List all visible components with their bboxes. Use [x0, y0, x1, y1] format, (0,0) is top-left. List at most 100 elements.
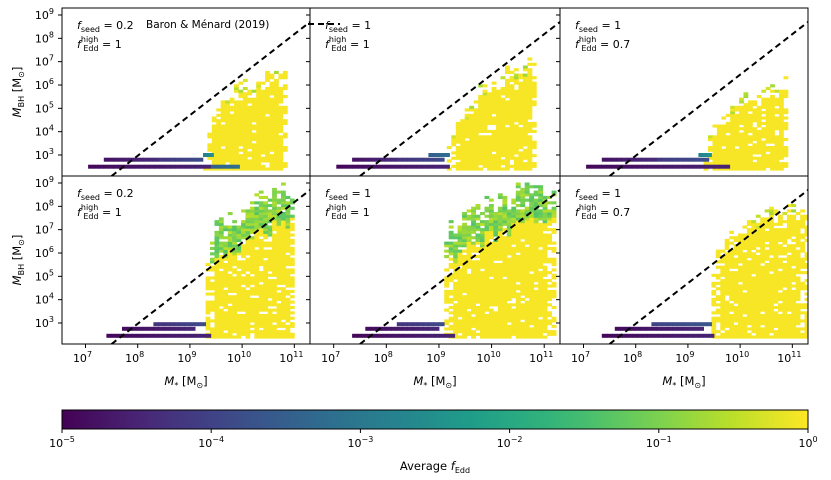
heatmap-cell: [256, 164, 261, 168]
heatmap-cell: [783, 76, 789, 80]
label-unit: [M: [676, 374, 694, 388]
heatmap-cell: [247, 89, 253, 93]
heatmap-cell: [770, 89, 775, 93]
heatmap-cell: [755, 276, 761, 280]
heatmap-cell: [457, 281, 463, 285]
heatmap-cell: [242, 87, 248, 91]
heatmap-cell: [478, 127, 484, 131]
heatmap-cell: [782, 327, 788, 331]
heatmap-cell: [493, 292, 499, 296]
heatmap-cell: [518, 119, 524, 123]
stripe-cell: [123, 157, 130, 162]
heatmap-cell: [491, 108, 497, 112]
heatmap-cell: [742, 273, 748, 277]
heatmap-cell: [218, 263, 224, 267]
annotation-value: = 0.7: [597, 38, 631, 51]
heatmap-cell: [778, 252, 783, 256]
heatmap-cell: [506, 212, 512, 216]
heatmap-cell: [518, 95, 524, 99]
heatmap-cell: [464, 167, 470, 171]
heatmap-cell: [765, 159, 771, 163]
heatmap-cell: [497, 220, 503, 224]
heatmap-cell: [791, 306, 797, 310]
heatmap-cell: [241, 303, 246, 307]
heatmap-cell: [247, 108, 253, 112]
heatmap-cell: [764, 236, 770, 240]
heatmap-cell: [739, 113, 744, 117]
heatmap-cell: [469, 143, 475, 147]
tick-sup: 10: [241, 350, 251, 359]
heatmap-cell: [444, 255, 450, 259]
heatmap-cell: [493, 255, 499, 259]
heatmap-cell: [496, 148, 501, 152]
tick-sup: 11: [293, 350, 303, 359]
heatmap-cell: [232, 300, 237, 304]
stripe-cell: [439, 333, 445, 338]
heatmap-cell: [258, 263, 264, 267]
heatmap-cell: [743, 148, 749, 152]
heatmap-cell: [711, 292, 717, 296]
heatmap-cell: [505, 138, 510, 142]
heatmap-cell: [218, 241, 224, 245]
heatmap-cell: [205, 284, 211, 288]
heatmap-cell: [482, 113, 488, 117]
heatmap-cell: [500, 140, 506, 144]
heatmap-cell: [247, 164, 253, 168]
heatmap-cell: [786, 319, 792, 323]
stripe-cell: [438, 322, 445, 327]
heatmap-cell: [210, 308, 215, 312]
heatmap-cell: [493, 268, 499, 272]
heatmap-cell: [245, 289, 251, 293]
heatmap-cell: [265, 159, 270, 163]
heatmap-cell: [488, 287, 494, 291]
heatmap-cell: [274, 164, 279, 168]
y-tick-label: 108: [35, 198, 54, 213]
heatmap-cell: [278, 140, 284, 144]
heatmap-cell: [278, 135, 284, 139]
heatmap-cell: [496, 140, 501, 144]
heatmap-cell: [783, 164, 789, 168]
heatmap-cell: [272, 284, 277, 288]
heatmap-cell: [497, 314, 503, 318]
heatmap-cell: [730, 135, 735, 139]
stripe-cell: [689, 322, 696, 327]
heatmap-cell: [769, 252, 774, 256]
heatmap-cell: [515, 330, 521, 334]
heatmap-cell: [729, 284, 734, 288]
heatmap-cell: [742, 316, 748, 320]
stripe-cell: [438, 153, 445, 157]
heatmap-cell: [256, 156, 261, 160]
heatmap-cell: [245, 330, 251, 334]
heatmap-cell: [500, 146, 506, 150]
heatmap-cell: [729, 289, 734, 293]
heatmap-cell: [804, 279, 808, 283]
heatmap-cell: [236, 260, 242, 264]
heatmap-cell: [276, 292, 282, 296]
heatmap-cell: [493, 228, 499, 232]
heatmap-cell: [800, 265, 805, 269]
heatmap-cell: [742, 292, 748, 296]
heatmap-cell: [520, 327, 526, 331]
heatmap-cell: [444, 308, 450, 312]
heatmap-cell: [484, 300, 490, 304]
heatmap-cell: [234, 113, 239, 117]
heatmap-cell: [511, 303, 517, 307]
heatmap-cell: [484, 238, 490, 242]
panel-top-left: [88, 21, 310, 176]
heatmap-cell: [786, 268, 792, 272]
heatmap-cell: [531, 89, 537, 93]
heatmap-cell: [533, 268, 539, 272]
heatmap-cell: [760, 306, 765, 310]
heatmap-cell: [218, 297, 224, 301]
heatmap-cell: [487, 121, 492, 125]
heatmap-cell: [527, 121, 533, 125]
heatmap-cell: [254, 228, 260, 232]
heatmap-cell: [205, 276, 211, 280]
heatmap-cell: [263, 241, 269, 245]
heatmap-cell: [475, 322, 481, 326]
heatmap-cell: [289, 306, 295, 310]
heatmap-cell: [791, 249, 797, 253]
heatmap-cell: [466, 241, 472, 245]
heatmap-cell: [285, 324, 291, 328]
stripe-cell: [368, 157, 375, 162]
